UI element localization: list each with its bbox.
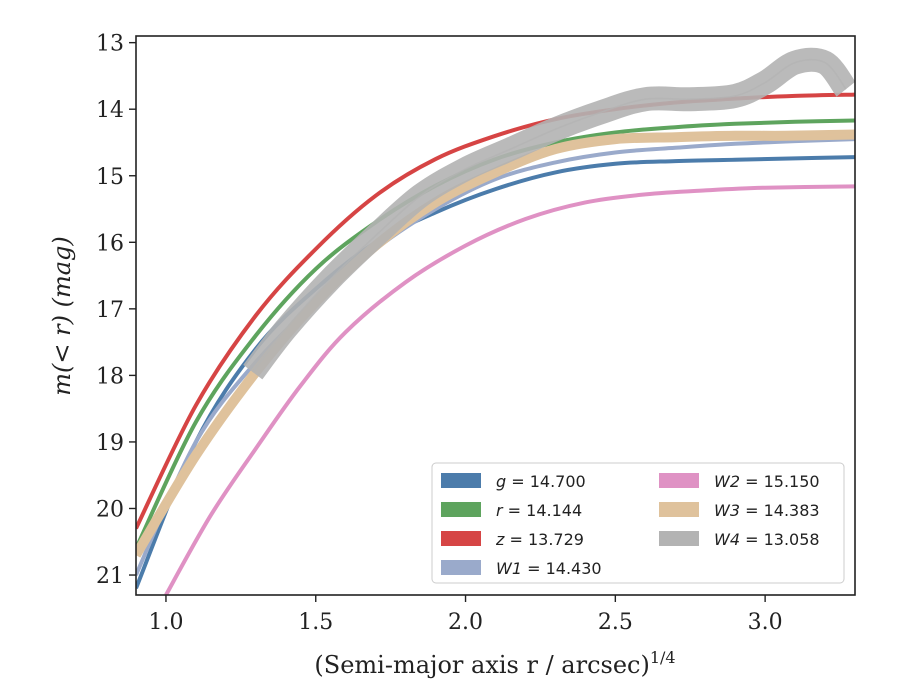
y-tick-label: 15: [96, 165, 124, 190]
legend-value: = 14.383: [740, 501, 820, 520]
series-w2: [164, 184, 855, 595]
x-tick-label: 3.0: [748, 610, 783, 635]
legend-label-z: z = 13.729: [495, 530, 584, 549]
legend-var: W4: [714, 530, 740, 549]
series-w3: [136, 129, 855, 558]
legend-var: W1: [496, 559, 522, 578]
y-tick-label: 13: [96, 32, 124, 57]
x-axis: 1.0 1.5 2.0 2.5 3.0: [148, 595, 783, 635]
y-tick-label: 18: [96, 364, 124, 389]
series-model-w4: [252, 58, 847, 373]
legend-swatch-g: [441, 473, 481, 488]
legend-swatch-w2: [659, 473, 699, 488]
legend-label-w1: W1 = 14.430: [496, 559, 602, 578]
legend-value: = 14.700: [506, 472, 586, 491]
legend-var: W2: [714, 472, 740, 491]
legend-value: = 14.144: [503, 501, 583, 520]
series-g: [136, 155, 855, 590]
legend-value: = 14.430: [522, 559, 602, 578]
x-tick-label: 1.0: [148, 610, 183, 635]
legend-var: W3: [714, 501, 740, 520]
legend-value: = 13.058: [740, 530, 820, 549]
y-tick-label: 20: [96, 497, 124, 522]
legend-label-r: r = 14.144: [496, 501, 582, 520]
plot-frame: [135, 35, 856, 596]
legend-swatch-w1: [441, 560, 481, 575]
series-model-g: [136, 156, 855, 589]
legend-value: = 13.729: [504, 530, 584, 549]
x-axis-title-text: (Semi-major axis r / arcsec): [314, 651, 649, 679]
legend-label-w3: W3 = 14.383: [714, 501, 820, 520]
legend-label-g: g = 14.700: [496, 472, 586, 491]
legend-swatch-r: [441, 502, 481, 517]
series-line-w4: [243, 47, 855, 380]
legend-label-w4: W4 = 13.058: [714, 530, 820, 549]
series-w4: [243, 47, 855, 380]
x-tick-label: 2.0: [448, 610, 483, 635]
series-layer: [136, 47, 855, 595]
x-tick-label: 2.5: [598, 610, 633, 635]
legend-swatch-w3: [659, 502, 699, 517]
legend-var: z: [495, 530, 505, 549]
x-tick-label: 1.5: [298, 610, 333, 635]
legend-box: [431, 462, 845, 584]
legend-value: = 15.150: [740, 472, 820, 491]
y-tick-label: 14: [96, 98, 124, 123]
legend-swatch-z: [441, 531, 481, 546]
legend-var: g: [496, 472, 506, 491]
legend-var: r: [496, 501, 504, 520]
series-model-w1: [136, 138, 855, 576]
y-axis: 13 14 15 16 17 18 19 20 21: [96, 32, 136, 589]
y-axis-title: m(< r) (mag): [48, 236, 76, 395]
x-axis-title: (Semi-major axis r / arcsec)1/4: [314, 648, 675, 679]
series-model-w2: [165, 185, 855, 595]
x-axis-title-exponent: 1/4: [650, 648, 676, 667]
legend-label-w2: W2 = 15.150: [714, 472, 820, 491]
y-tick-label: 16: [96, 231, 124, 256]
legend-swatch-w4: [659, 531, 699, 546]
y-tick-label: 19: [96, 431, 124, 456]
series-model-w3: [136, 133, 855, 556]
y-tick-label: 17: [96, 298, 124, 323]
series-w1: [136, 137, 855, 576]
y-tick-label: 21: [96, 564, 124, 589]
